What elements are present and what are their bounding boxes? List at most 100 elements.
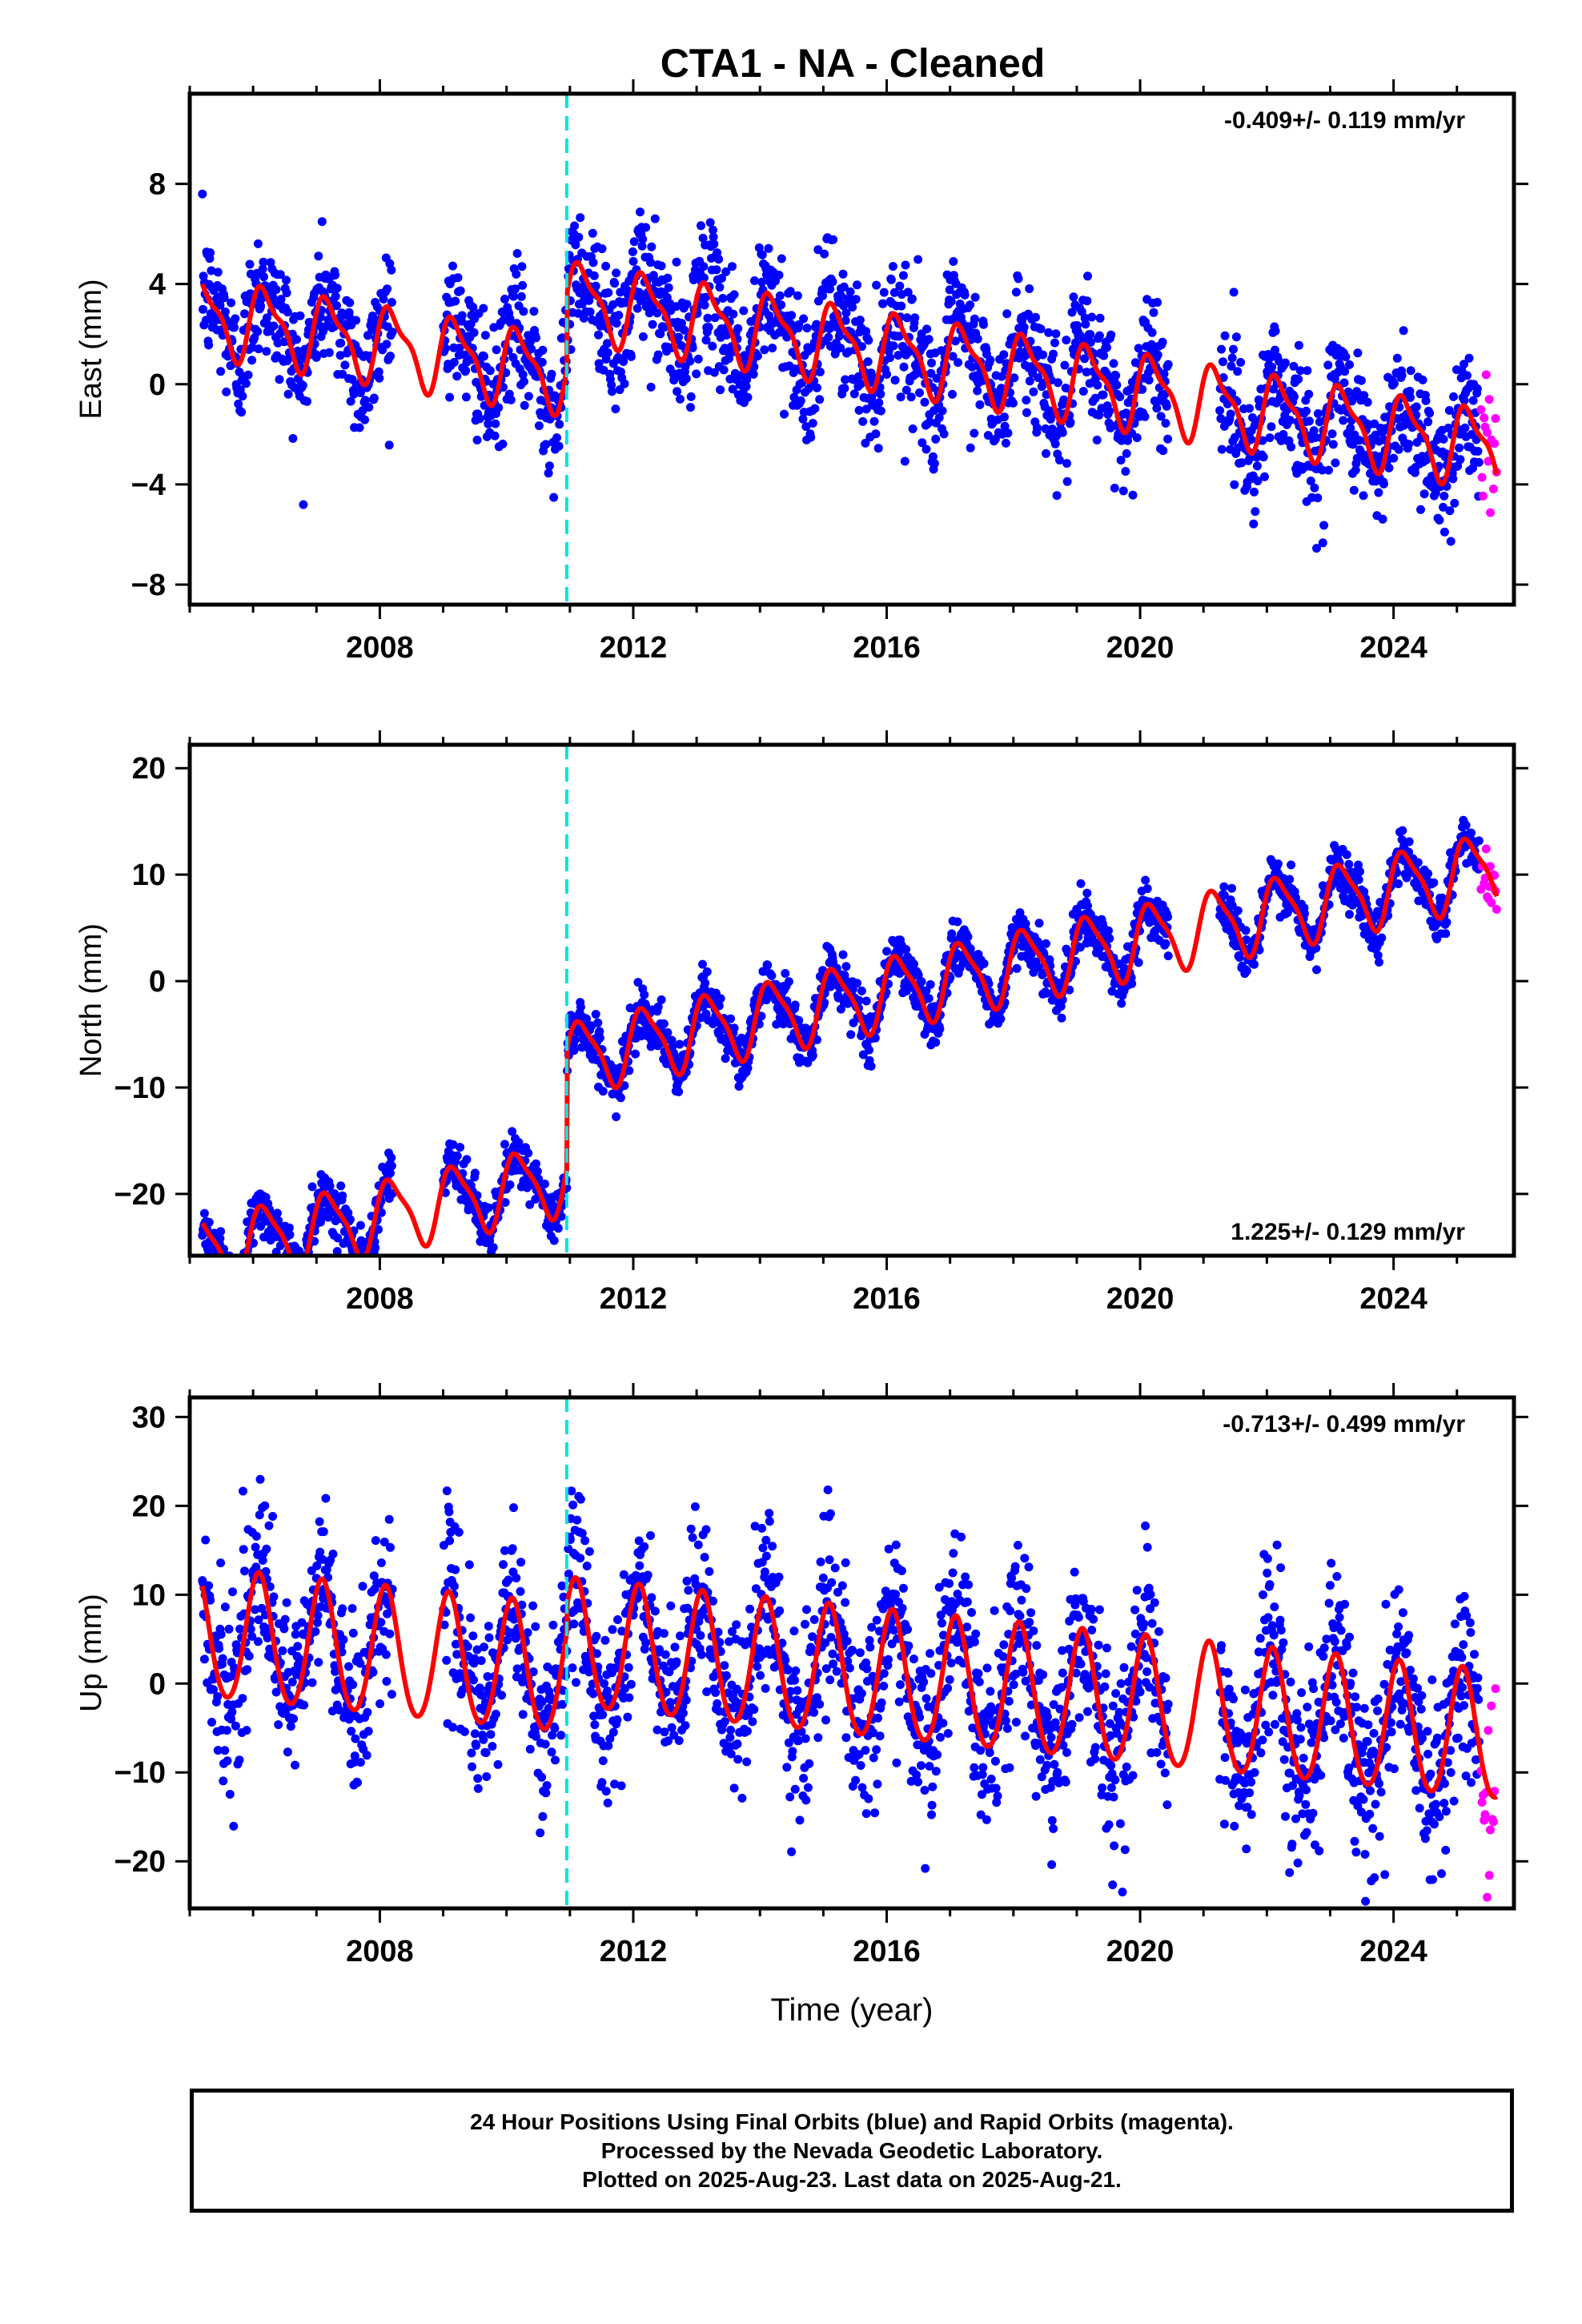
east-final-point: [1029, 387, 1038, 396]
east-final-point: [709, 232, 718, 242]
east-final-point: [818, 291, 828, 300]
east-x-tick-label: 2008: [346, 631, 414, 665]
north-final-point: [784, 977, 793, 987]
east-final-point: [719, 365, 729, 375]
east-final-point: [714, 255, 724, 264]
east-final-point: [588, 228, 597, 238]
gps-timeseries-figure: CTA1 - NA - Cleaned 2008 2012 2016 2020 2024…: [74, 41, 1528, 2028]
east-final-point: [475, 414, 484, 424]
east-y-tick-label: −4: [131, 468, 166, 502]
east-final-point: [1229, 344, 1238, 354]
east-final-point: [520, 400, 529, 410]
north-final-point: [301, 1257, 310, 1266]
east-final-point: [201, 316, 211, 325]
north-final-point: [215, 1262, 223, 1271]
east-final-point: [386, 352, 395, 361]
east-final-point: [966, 300, 975, 310]
north-final-point: [1442, 918, 1452, 927]
east-final-point: [1464, 353, 1474, 363]
east-final-point: [815, 395, 825, 404]
north-final-point: [287, 1260, 296, 1269]
north-final-point: [284, 1261, 293, 1270]
east-final-point: [1219, 357, 1227, 367]
north-final-point: [1104, 926, 1113, 935]
east-final-point: [479, 304, 488, 313]
east-final-point: [615, 385, 624, 395]
east-final-point: [384, 440, 394, 450]
east-final-point: [1331, 458, 1340, 468]
north-final-point: [1105, 934, 1114, 943]
east-final-orbit-points: [198, 189, 1484, 553]
east-final-point: [913, 255, 923, 264]
east-final-point: [238, 392, 247, 401]
up-final-orbit-points: [198, 1474, 1484, 1906]
east-final-point: [1000, 421, 1010, 431]
east-final-point: [231, 314, 240, 324]
east-final-point: [1249, 519, 1259, 529]
north-final-point: [675, 1039, 685, 1049]
north-final-point: [1375, 958, 1383, 967]
up-final-point: [319, 1527, 328, 1537]
east-final-point: [331, 292, 340, 301]
east-final-point: [1472, 384, 1482, 393]
east-final-point: [292, 335, 301, 344]
east-final-point: [1042, 448, 1050, 458]
east-final-point: [946, 296, 956, 306]
east-final-point: [1067, 308, 1077, 317]
north-final-point: [1404, 837, 1414, 846]
east-final-point: [1062, 336, 1071, 345]
east-final-point: [896, 392, 905, 402]
east-final-point: [1038, 350, 1048, 360]
east-final-point: [588, 258, 598, 267]
east-rapid-point: [1488, 485, 1498, 493]
east-final-point: [509, 292, 518, 301]
north-final-point: [1082, 888, 1092, 898]
east-final-point: [721, 331, 731, 340]
east-final-point: [901, 260, 910, 270]
east-final-point: [1122, 448, 1131, 458]
east-final-point: [1215, 406, 1225, 416]
east-final-point: [876, 389, 885, 399]
east-final-point: [845, 287, 855, 296]
north-final-point: [500, 1140, 509, 1149]
north-final-point: [222, 1289, 231, 1297]
east-final-point: [1138, 384, 1147, 394]
east-final-point: [1156, 412, 1166, 421]
east-final-point: [966, 443, 975, 452]
up-final-point: [348, 1628, 358, 1638]
east-final-point: [674, 332, 684, 342]
north-final-point: [763, 960, 773, 970]
east-final-point: [1083, 271, 1092, 281]
east-final-point: [677, 319, 686, 328]
east-final-point: [279, 337, 289, 347]
north-final-point: [808, 1051, 817, 1060]
east-final-point: [629, 237, 639, 247]
east-final-point: [571, 240, 580, 250]
north-final-point: [532, 1167, 542, 1176]
east-final-point: [247, 356, 257, 365]
up-final-point: [216, 1558, 226, 1568]
east-final-point: [890, 376, 900, 385]
east-final-point: [1161, 419, 1170, 428]
east-data-layer: [198, 94, 1501, 605]
east-final-point: [836, 344, 845, 352]
east-final-point: [828, 277, 837, 287]
east-final-point: [1425, 408, 1435, 418]
east-final-point: [680, 325, 689, 335]
east-final-point: [256, 301, 266, 311]
east-final-point: [512, 269, 521, 279]
east-rapid-point: [1480, 413, 1489, 423]
east-final-point: [900, 456, 909, 466]
east-final-point: [839, 282, 849, 292]
east-final-point: [931, 434, 941, 444]
east-final-point: [910, 313, 920, 323]
east-y-tick-label: −8: [131, 569, 166, 602]
east-final-point: [908, 424, 917, 433]
east-final-point: [1109, 359, 1118, 368]
east-final-point: [323, 315, 333, 324]
east-final-point: [1349, 485, 1359, 495]
north-final-point: [865, 1045, 873, 1055]
east-final-point: [220, 307, 230, 316]
north-final-point: [229, 1279, 238, 1288]
